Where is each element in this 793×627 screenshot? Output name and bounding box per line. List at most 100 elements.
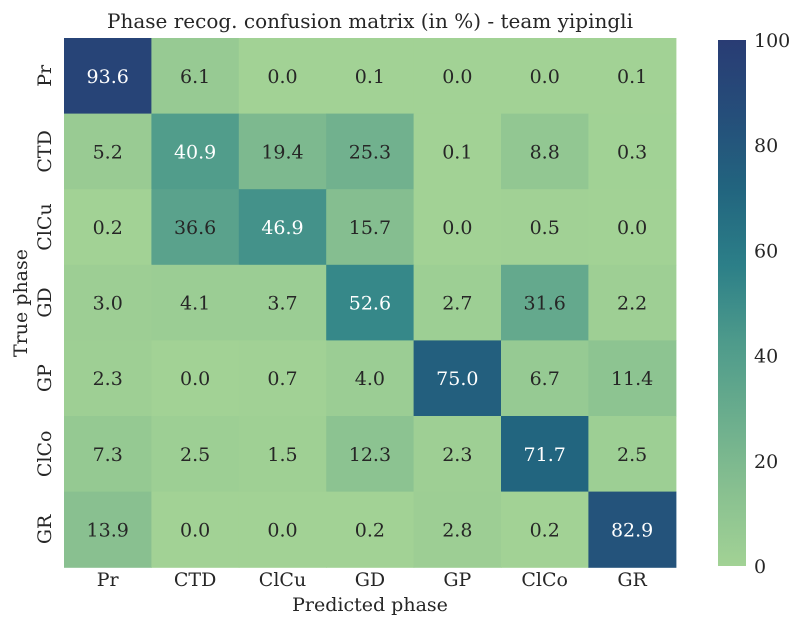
chart-title: Phase recog. confusion matrix (in %) - t… <box>107 9 633 33</box>
heatmap-cell <box>413 189 502 266</box>
heatmap-cell <box>413 491 502 568</box>
cell-value-label: 15.7 <box>349 217 391 239</box>
x-tick-label: GP <box>443 569 471 591</box>
heatmap-cell <box>238 416 327 493</box>
heatmap-cell <box>588 340 677 417</box>
cell-value-label: 13.9 <box>87 519 129 541</box>
x-tick-label: CTD <box>174 569 216 591</box>
x-tick-labels: Pr CTD ClCu GD GP ClCo GR <box>97 569 648 591</box>
cell-value-label: 3.0 <box>93 293 123 315</box>
colorbar-tick-label: 60 <box>754 240 778 262</box>
cell-value-label: 5.2 <box>93 141 123 163</box>
cell-value-label: 93.6 <box>87 66 129 88</box>
cell-value-label: 11.4 <box>611 368 653 390</box>
cell-value-label: 2.5 <box>180 444 210 466</box>
heatmap-cell <box>238 491 327 568</box>
heatmap-cell <box>588 416 677 493</box>
heatmap-cell <box>151 264 240 341</box>
heatmap-cell <box>501 491 589 568</box>
cell-value-label: 6.1 <box>180 66 210 88</box>
heatmap-cell <box>238 113 327 190</box>
cell-value-label: 82.9 <box>611 519 653 541</box>
colorbar-tick-label: 20 <box>754 451 778 473</box>
cell-value-label: 36.6 <box>174 217 216 239</box>
colorbar-tick-label: 40 <box>754 346 778 368</box>
heatmap-cell <box>413 38 502 115</box>
colorbar-tick-label: 100 <box>754 30 790 52</box>
heatmap-cell <box>151 113 240 190</box>
colorbar-tick-label: 80 <box>754 135 778 157</box>
cell-value-label: 2.8 <box>442 519 472 541</box>
colorbar-tick-labels: 0 20 40 60 80 100 <box>754 30 790 578</box>
cell-value-label: 2.3 <box>93 368 123 390</box>
cell-value-label: 25.3 <box>349 141 391 163</box>
heatmap-cell <box>501 264 589 341</box>
heatmap-cell <box>64 264 152 341</box>
cell-value-label: 1.5 <box>267 444 297 466</box>
heatmap-cell <box>413 340 502 417</box>
x-tick-label: ClCo <box>521 569 568 591</box>
y-tick-label: ClCo <box>34 431 56 478</box>
heatmap-cell <box>326 113 415 190</box>
cell-value-label: 0.7 <box>267 368 297 390</box>
cell-value-label: 0.2 <box>530 519 560 541</box>
cell-value-label: 0.2 <box>355 519 385 541</box>
cell-value-label: 0.0 <box>180 519 210 541</box>
heatmap-cell <box>326 189 415 266</box>
heatmap-cell <box>501 38 589 115</box>
x-axis-label: Predicted phase <box>292 594 448 616</box>
x-tick-label: ClCu <box>259 569 306 591</box>
y-tick-label: ClCu <box>34 203 56 250</box>
cell-value-label: 8.8 <box>530 141 560 163</box>
heatmap-cell <box>151 416 240 493</box>
heatmap-cells: 93.6 6.1 0.0 0.1 0.0 0.0 0.1 5.2 40.9 19.4 25.3 0.1… <box>64 38 677 568</box>
heatmap-cell <box>326 340 415 417</box>
heatmap-cell <box>501 113 589 190</box>
cell-value-label: 0.5 <box>530 217 560 239</box>
cell-value-label: 19.4 <box>261 141 303 163</box>
y-tick-label: Pr <box>34 64 56 87</box>
heatmap-cell <box>151 340 240 417</box>
heatmap-cell <box>501 189 589 266</box>
cell-value-label: 4.1 <box>180 293 210 315</box>
heatmap-cell <box>588 113 677 190</box>
heatmap-cell <box>151 38 240 115</box>
cell-value-label: 3.7 <box>267 293 297 315</box>
cell-value-label: 2.3 <box>442 444 472 466</box>
heatmap-cell <box>501 416 589 493</box>
x-tick-label: GD <box>355 569 385 591</box>
cell-value-label: 0.0 <box>267 519 297 541</box>
heatmap-cell <box>151 491 240 568</box>
heatmap-cell <box>238 38 327 115</box>
heatmap-cell <box>64 340 152 417</box>
y-tick-labels: Pr CTD ClCu GD GP ClCo GR <box>34 64 56 544</box>
cell-value-label: 0.0 <box>617 217 647 239</box>
cell-value-label: 0.0 <box>530 66 560 88</box>
heatmap-cell <box>413 416 502 493</box>
heatmap-cell <box>64 189 152 266</box>
cell-value-label: 0.3 <box>617 141 647 163</box>
colorbar-tick-label: 0 <box>754 556 766 578</box>
x-tick-label: Pr <box>97 569 120 591</box>
cell-value-label: 0.0 <box>442 217 472 239</box>
heatmap-cell <box>326 491 415 568</box>
heatmap-cell <box>238 189 327 266</box>
cell-value-label: 0.0 <box>442 66 472 88</box>
heatmap-cell <box>64 38 152 115</box>
heatmap-cell <box>588 189 677 266</box>
heatmap-cell <box>151 189 240 266</box>
cell-value-label: 2.5 <box>617 444 647 466</box>
heatmap-cell <box>588 491 677 568</box>
heatmap-cell <box>501 340 589 417</box>
heatmap-cell <box>64 491 152 568</box>
heatmap-cell <box>326 264 415 341</box>
cell-value-label: 0.1 <box>617 66 647 88</box>
y-tick-label: CTD <box>34 130 56 172</box>
heatmap-cell <box>238 340 327 417</box>
x-tick-label: GR <box>617 569 647 591</box>
heatmap-cell <box>413 264 502 341</box>
cell-value-label: 0.2 <box>93 217 123 239</box>
cell-value-label: 71.7 <box>524 444 566 466</box>
heatmap-cell <box>326 38 415 115</box>
